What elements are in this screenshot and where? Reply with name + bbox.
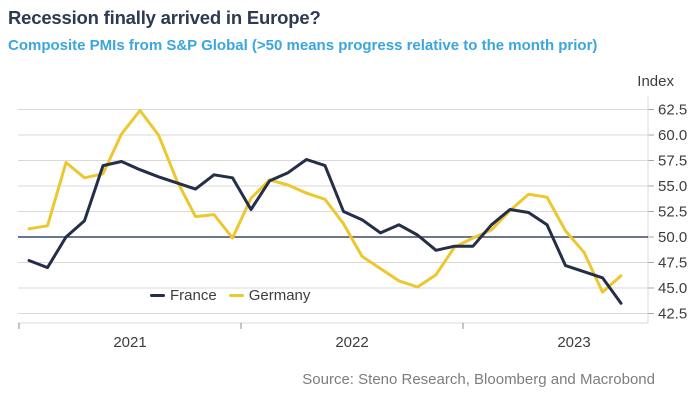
y-tick-label: 42.5 (658, 306, 687, 323)
legend-item-germany: Germany (228, 287, 311, 304)
y-tick-label: 62.5 (658, 102, 687, 119)
legend-label-france: France (170, 287, 217, 304)
germany-line (27, 109, 623, 294)
x-year-label: 2021 (113, 334, 146, 351)
x-year-label: 2023 (557, 334, 590, 351)
y-tick-label: 55.0 (658, 178, 687, 195)
chart-legend: France Germany (150, 287, 310, 304)
source-note: Source: Steno Research, Bloomberg and Ma… (302, 371, 655, 388)
y-tick-label: 45.0 (658, 280, 687, 297)
y-tick-label: 57.5 (658, 153, 687, 170)
page-title: Recession finally arrived in Europe? (8, 7, 321, 28)
germany-line-swatch (228, 293, 244, 298)
france-line-swatch (150, 293, 165, 298)
chart-subtitle: Composite PMIs from S&P Global (>50 mean… (8, 37, 598, 54)
y-axis-title: Index (637, 73, 674, 90)
x-year-label: 2022 (335, 334, 368, 351)
y-tick-label: 60.0 (658, 127, 687, 144)
france-line (27, 158, 623, 305)
y-tick-label: 52.5 (658, 204, 687, 221)
y-tick-label: 50.0 (658, 229, 687, 246)
y-tick-label: 47.5 (658, 255, 687, 272)
legend-item-france: France (150, 287, 217, 304)
legend-label-germany: Germany (248, 287, 311, 304)
